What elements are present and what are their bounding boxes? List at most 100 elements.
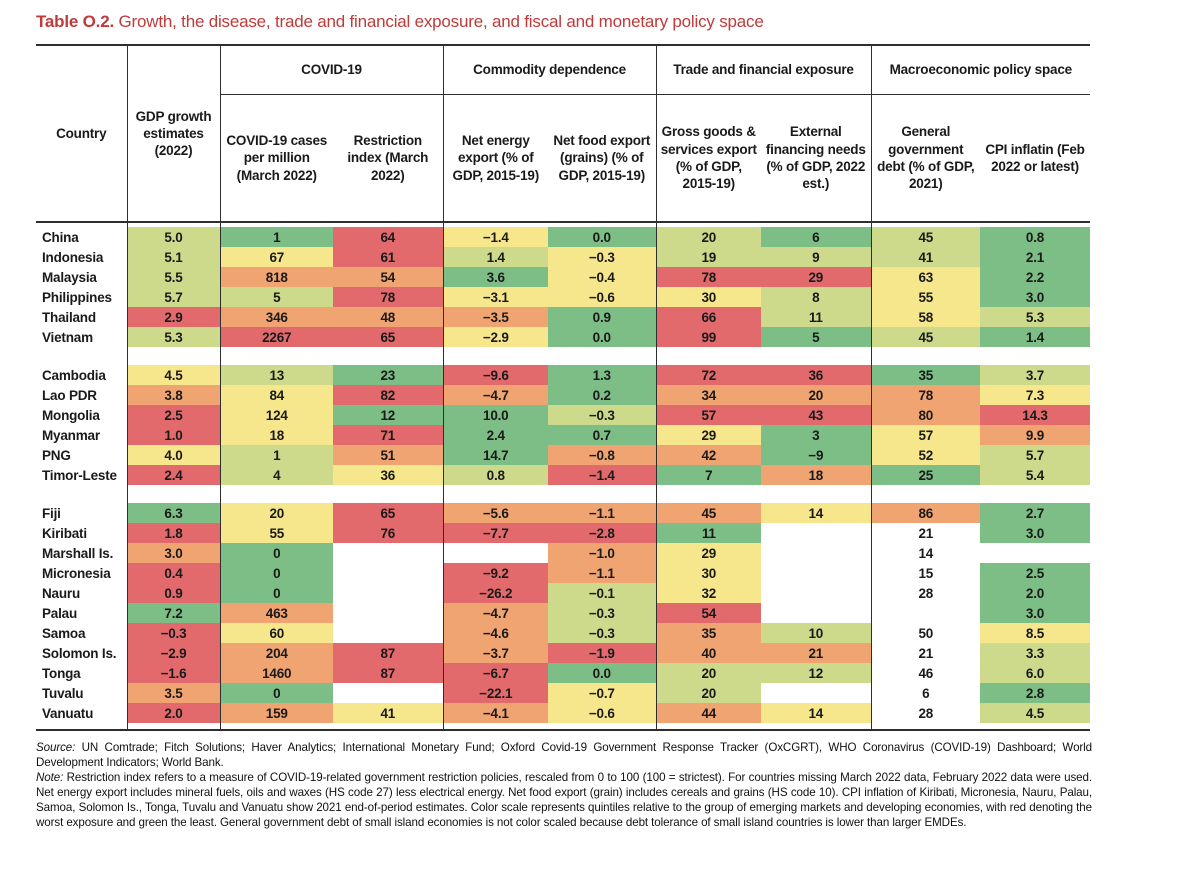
value-cell: 65 bbox=[333, 327, 444, 347]
value-cell: 19 bbox=[655, 247, 762, 267]
table-row: Lao PDR 3.8 84 82 −4.7 0.2 34 20 78 7.3 bbox=[36, 385, 1091, 405]
value-cell bbox=[442, 543, 549, 563]
value-cell: −22.1 bbox=[442, 683, 549, 703]
value-cell bbox=[870, 347, 981, 365]
group-gap-row bbox=[36, 485, 1091, 503]
table-row: Tonga −1.6 1460 87 −6.7 0.0 20 12 46 6.0 bbox=[36, 663, 1091, 683]
country-cell bbox=[36, 485, 127, 503]
value-cell: −3.1 bbox=[442, 287, 549, 307]
value-cell bbox=[442, 485, 549, 503]
value-cell: −1.0 bbox=[548, 543, 657, 563]
table-number: Table O.2. bbox=[36, 12, 114, 31]
value-cell: 2.0 bbox=[126, 703, 221, 723]
group-gap-row bbox=[36, 723, 1091, 730]
value-cell: 34 bbox=[655, 385, 762, 405]
value-cell: 21 bbox=[870, 523, 981, 543]
value-cell: 0.0 bbox=[548, 663, 657, 683]
value-cell: 23 bbox=[333, 365, 444, 385]
group-header-trade-financial-exposure: Trade and financial exposure bbox=[655, 45, 872, 95]
value-cell: 5.3 bbox=[126, 327, 221, 347]
value-cell: 6.0 bbox=[980, 663, 1091, 683]
value-cell: 32 bbox=[655, 583, 762, 603]
value-cell: 1.0 bbox=[126, 425, 221, 445]
value-cell: 7 bbox=[655, 465, 762, 485]
value-cell bbox=[870, 603, 981, 623]
value-cell bbox=[870, 485, 981, 503]
value-cell: 78 bbox=[655, 267, 762, 287]
report-page: Table O.2. Growth, the disease, trade an… bbox=[36, 12, 1106, 829]
table-row: Vanuatu 2.0 159 41 −4.1 −0.6 44 14 28 4.5 bbox=[36, 703, 1091, 723]
value-cell: 14.3 bbox=[980, 405, 1091, 425]
value-cell: 6 bbox=[761, 227, 872, 247]
value-cell: 3 bbox=[761, 425, 872, 445]
country-cell: Thailand bbox=[36, 307, 127, 327]
value-cell bbox=[548, 723, 657, 730]
country-cell: China bbox=[36, 227, 127, 247]
value-cell: 2.1 bbox=[980, 247, 1091, 267]
table-row: China 5.0 1 64 −1.4 0.0 20 6 45 0.8 bbox=[36, 227, 1091, 247]
value-cell: 5 bbox=[220, 287, 333, 307]
value-cell bbox=[655, 485, 762, 503]
value-cell: 21 bbox=[761, 643, 872, 663]
table-title: Table O.2. Growth, the disease, trade an… bbox=[36, 12, 1106, 32]
value-cell: −4.1 bbox=[442, 703, 549, 723]
value-cell bbox=[126, 347, 221, 365]
value-cell: 14.7 bbox=[442, 445, 549, 465]
value-cell: 12 bbox=[761, 663, 872, 683]
value-cell: 78 bbox=[870, 385, 981, 405]
value-cell: 14 bbox=[761, 703, 872, 723]
value-cell bbox=[655, 347, 762, 365]
value-cell: 43 bbox=[761, 405, 872, 425]
value-cell: 0.8 bbox=[442, 465, 549, 485]
country-cell: Marshall Is. bbox=[36, 543, 127, 563]
value-cell: 52 bbox=[870, 445, 981, 465]
group-header-covid19: COVID-19 bbox=[220, 45, 444, 95]
value-cell: 0 bbox=[220, 543, 333, 563]
value-cell: 28 bbox=[870, 583, 981, 603]
country-cell: Solomon Is. bbox=[36, 643, 127, 663]
group-header-commodity-dependence: Commodity dependence bbox=[442, 45, 657, 95]
value-cell: 99 bbox=[655, 327, 762, 347]
header-gross-exports: Gross goods & services export (% of GDP,… bbox=[655, 94, 762, 223]
value-cell: 60 bbox=[220, 623, 333, 643]
value-cell: −9.6 bbox=[442, 365, 549, 385]
value-cell: 9.9 bbox=[980, 425, 1091, 445]
value-cell bbox=[333, 563, 444, 583]
source-label: Source: bbox=[36, 741, 76, 754]
value-cell: 41 bbox=[333, 703, 444, 723]
value-cell: 0.0 bbox=[548, 227, 657, 247]
value-cell: −0.3 bbox=[548, 603, 657, 623]
value-cell bbox=[220, 723, 333, 730]
value-cell: 1.4 bbox=[442, 247, 549, 267]
value-cell: 42 bbox=[655, 445, 762, 465]
value-cell bbox=[870, 723, 981, 730]
value-cell: 35 bbox=[870, 365, 981, 385]
value-cell bbox=[761, 543, 872, 563]
value-cell: 6.3 bbox=[126, 503, 221, 523]
value-cell: 3.0 bbox=[126, 543, 221, 563]
value-cell: 5.7 bbox=[980, 445, 1091, 465]
value-cell: 64 bbox=[333, 227, 444, 247]
value-cell bbox=[980, 222, 1091, 227]
value-cell: 66 bbox=[655, 307, 762, 327]
value-cell: 0 bbox=[220, 583, 333, 603]
value-cell: −6.7 bbox=[442, 663, 549, 683]
value-cell: 45 bbox=[870, 327, 981, 347]
value-cell: 36 bbox=[761, 365, 872, 385]
country-cell: Tonga bbox=[36, 663, 127, 683]
value-cell: 7.3 bbox=[980, 385, 1091, 405]
value-cell: 35 bbox=[655, 623, 762, 643]
value-cell: 463 bbox=[220, 603, 333, 623]
value-cell: 2.7 bbox=[980, 503, 1091, 523]
country-cell: Mongolia bbox=[36, 405, 127, 425]
value-cell bbox=[761, 563, 872, 583]
value-cell bbox=[980, 485, 1091, 503]
country-cell: Malaysia bbox=[36, 267, 127, 287]
value-cell: 48 bbox=[333, 307, 444, 327]
value-cell: 45 bbox=[870, 227, 981, 247]
value-cell bbox=[761, 485, 872, 503]
value-cell: 7.2 bbox=[126, 603, 221, 623]
table-row: Solomon Is. −2.9 204 87 −3.7 −1.9 40 21 21 3.3 bbox=[36, 643, 1091, 663]
value-cell bbox=[655, 723, 762, 730]
value-cell: 2.5 bbox=[126, 405, 221, 425]
